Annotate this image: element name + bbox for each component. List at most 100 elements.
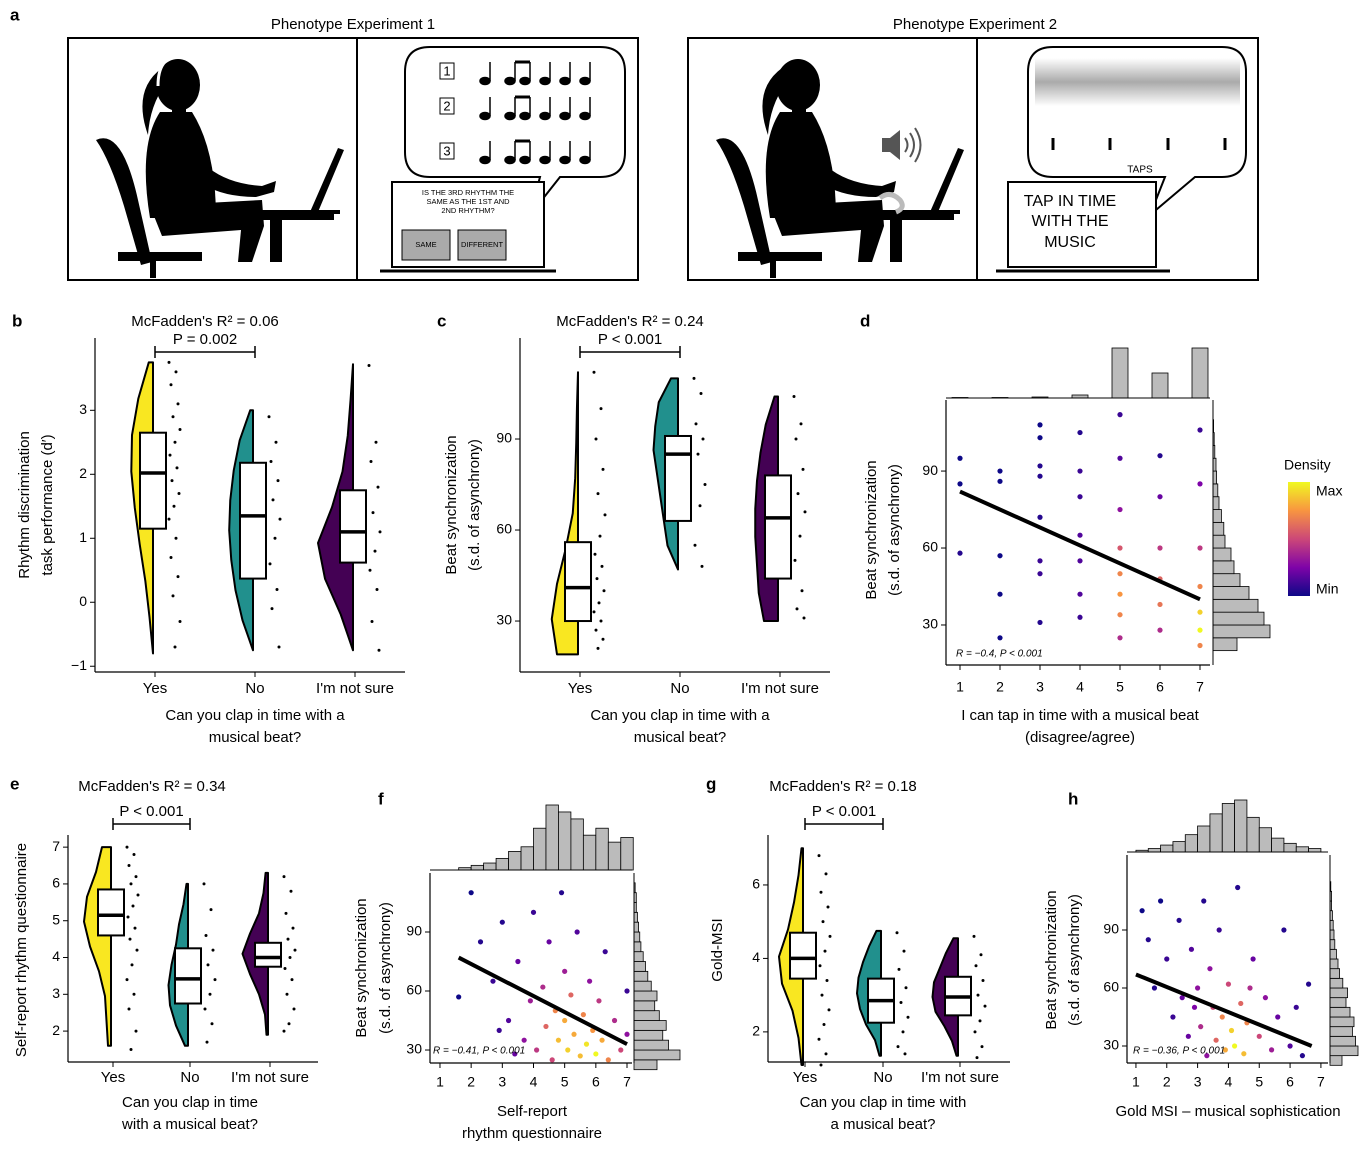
data-point [1117,571,1122,576]
data-point [287,938,290,941]
data-point [1197,584,1202,589]
box [790,933,816,979]
data-point [1037,515,1042,520]
x-axis-label: (disagree/agree) [1025,729,1135,746]
data-point [170,556,173,559]
data-point [534,1047,539,1052]
x-tick-label: 3 [1036,679,1044,695]
x-tick-label: 4 [530,1074,538,1090]
data-point [1157,628,1162,633]
data-point [274,537,277,540]
data-point [284,967,287,970]
data-point [820,891,823,894]
data-point [126,846,129,849]
x-tick-label: 3 [498,1074,506,1090]
data-point [169,454,172,457]
data-point [1220,1014,1225,1019]
data-point [794,559,797,562]
data-point [593,371,596,374]
data-point [1247,985,1252,990]
data-point [624,988,629,993]
data-point [1226,982,1231,987]
histogram-bar [1198,826,1210,852]
data-point [1117,635,1122,640]
data-point [168,361,171,364]
data-point [575,929,580,934]
data-point [378,649,381,652]
histogram-bar [1112,348,1128,398]
histogram-bar [1213,548,1231,561]
histogram-bar [1330,978,1343,988]
data-point [1037,558,1042,563]
question: IS THE 3RD RHYTHM THE [422,188,514,197]
data-point [1197,545,1202,550]
row-number: 3 [443,143,450,158]
histogram-bar [634,1011,659,1021]
data-point [531,910,536,915]
data-point [134,927,137,930]
data-point [168,518,171,521]
y-tick-label: 30 [496,612,512,628]
histogram-bar [1213,497,1219,510]
data-point [693,377,696,380]
data-point [175,370,178,373]
data-point [1232,1043,1237,1048]
x-tick-label: 5 [1116,679,1124,695]
y-axis-label: Beat synchronization [1043,890,1060,1029]
data-point [559,890,564,895]
data-point [170,383,173,386]
data-point [897,1045,900,1048]
data-point [600,620,603,623]
data-point [601,565,604,568]
violin [84,847,111,1046]
data-point [177,575,180,578]
histogram-bar [521,847,533,870]
data-point [371,620,374,623]
data-point [1117,592,1122,597]
colorbar [1288,482,1310,596]
x-tick-label: 5 [1255,1074,1263,1090]
data-point [699,504,702,507]
histogram-bar [634,962,646,972]
data-point [469,890,474,895]
data-point [1229,1028,1234,1033]
instruction: WITH THE [1031,213,1108,230]
y-tick-label: 60 [406,982,422,998]
data-point [1197,628,1202,633]
x-tick-label: 2 [467,1074,475,1090]
data-point [206,1041,209,1044]
histogram-bar [1235,800,1247,852]
data-point [904,1052,907,1055]
instruction: MUSIC [1044,234,1096,251]
question: 2ND RHYTHM? [441,206,494,215]
x-tick-label: No [873,1069,892,1086]
data-point [1164,956,1169,961]
data-point [818,1038,821,1041]
colorbar-title: Density [1284,457,1331,473]
data-point [704,483,707,486]
data-point [543,1024,548,1029]
histogram-bar [1192,348,1208,398]
x-tick-label: 2 [996,679,1004,695]
data-point [957,481,962,486]
data-point [292,927,295,930]
data-point [128,864,131,867]
panel-label: e [10,774,19,793]
y-tick-label: 3 [79,401,87,417]
y-tick-label: 60 [1103,979,1119,995]
data-point [290,890,293,893]
histogram-bar [1148,849,1160,852]
x-tick-label: 6 [1156,679,1164,695]
data-point [478,939,483,944]
y-tick-label: 1 [79,529,87,545]
histogram-bar [1213,484,1218,497]
data-point [136,949,139,952]
histogram-bar [484,863,496,870]
data-point [595,629,598,632]
y-axis-label: (s.d. of asynchrony) [377,902,394,1034]
regression-line [1136,974,1312,1046]
instruction: TAP IN TIME [1024,193,1116,210]
data-point [376,588,379,591]
chart-title: McFadden's R² = 0.18 [769,778,917,795]
data-point [369,569,372,572]
